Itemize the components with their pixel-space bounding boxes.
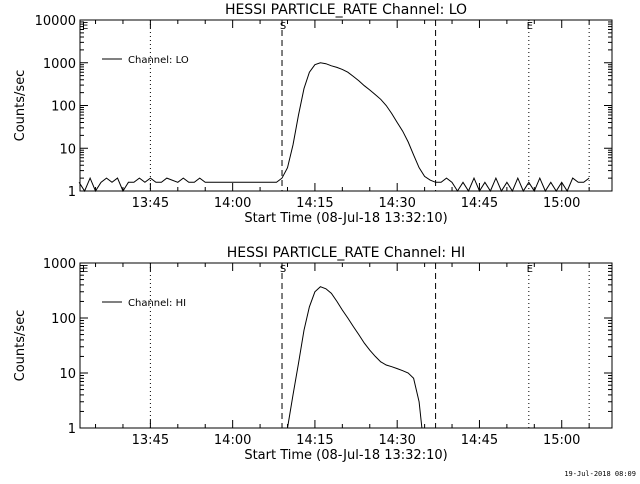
panel-1-series-line [78, 62, 590, 193]
panel-2-x-axis-label: Start Time (08-Jul-18 13:32:10) [244, 448, 447, 463]
panel-1-x-tick-label: 14:45 [461, 196, 498, 211]
panel-2-x-tick-label: 15:00 [543, 433, 580, 448]
panel-2-y-axis-label: Counts/sec [13, 310, 28, 382]
panel-1-y-tick-label: 10000 [35, 14, 76, 29]
panel-1-x-tick-label: 13:45 [132, 196, 169, 211]
panel-1-y-tick-label: 1 [68, 185, 76, 200]
panel-2-x-tick-label: 14:00 [214, 433, 251, 448]
panel-1-marker-label: E [82, 21, 88, 32]
panel-2-series-line [287, 286, 423, 429]
panel-2-y-tick-label: 10 [59, 367, 76, 382]
panel-1-x-tick-label: 14:30 [378, 196, 415, 211]
panel-2-marker-label: E [82, 264, 88, 275]
panel-1-title: HESSI PARTICLE_RATE Channel: LO [225, 2, 467, 18]
panel-1-x-tick-label: 14:00 [214, 196, 251, 211]
panel-2-legend-label: Channel: HI [128, 298, 186, 309]
panel-1-axes-frame [79, 19, 613, 192]
panel-2-title: HESSI PARTICLE_RATE Channel: HI [227, 245, 465, 261]
panel-1-marker-label: S [280, 21, 286, 32]
panel-1-legend-label: Channel: LO [128, 55, 189, 66]
panel-1-y-tick-label: 10 [59, 142, 76, 157]
panel-2-marker-label: S [280, 264, 286, 275]
panel-2-x-tick-label: 14:15 [296, 433, 333, 448]
panel-1-y-tick-label: 100 [51, 100, 76, 115]
panel-2-y-tick-label: 1 [68, 422, 76, 437]
panel-1-x-tick-label: 15:00 [543, 196, 580, 211]
panel-1-y-axis-label: Counts/sec [13, 70, 28, 142]
plot-timestamp: 19-Jul-2018 08:09 [564, 470, 636, 478]
panel-1-x-tick-label: 14:15 [296, 196, 333, 211]
panel-1-x-axis-label: Start Time (08-Jul-18 13:32:10) [244, 211, 447, 226]
panel-2-y-tick-label: 100 [51, 312, 76, 327]
panel-2-marker-label: E [527, 264, 533, 275]
panel-2-x-tick-label: 14:45 [461, 433, 498, 448]
panel-2-y-tick-label: 1000 [43, 257, 76, 272]
panel-2-x-tick-label: 14:30 [378, 433, 415, 448]
panel-1-y-tick-label: 1000 [43, 57, 76, 72]
panel-2-x-tick-label: 13:45 [132, 433, 169, 448]
panel-1-marker-label: E [527, 21, 533, 32]
panel-2-axes-frame [79, 262, 613, 429]
